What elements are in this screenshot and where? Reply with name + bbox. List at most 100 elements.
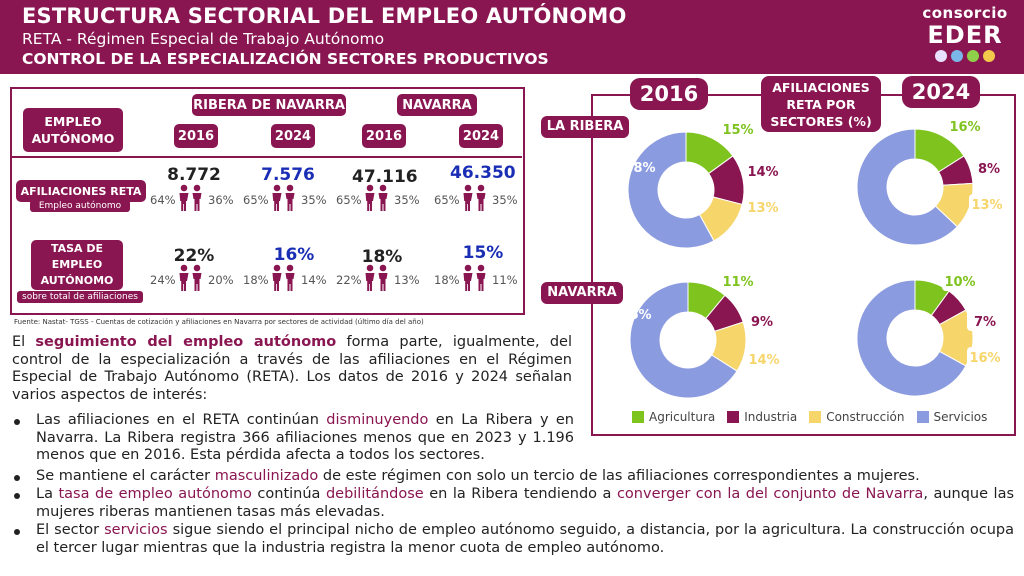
year-label-left: 2016 bbox=[630, 78, 708, 110]
legend-swatch bbox=[809, 411, 822, 423]
people-icon bbox=[364, 184, 390, 212]
row-sublabel: Empleo autónomo bbox=[30, 200, 130, 212]
people-icon bbox=[364, 264, 390, 292]
region-navarra-label: NAVARRA bbox=[397, 94, 477, 116]
bullet-highlight: debilitándose bbox=[325, 486, 424, 502]
bullet-text: en La Ribera y en Navarra. La Ribera reg… bbox=[36, 412, 574, 463]
value-cell: 22% bbox=[173, 246, 215, 266]
year-label-right: 2024 bbox=[902, 76, 980, 108]
logo-dot-icon bbox=[983, 50, 995, 62]
intro-text: El bbox=[12, 334, 36, 350]
page-title: ESTRUCTURA SECTORIAL DEL EMPLEO AUTÓNOMO bbox=[22, 4, 627, 28]
bullet-item: El sector servicios sigue siendo el prin… bbox=[14, 522, 1014, 557]
bullet-item: La tasa de empleo autónomo continúa debi… bbox=[14, 486, 1014, 521]
legend-label: Servicios bbox=[933, 410, 988, 424]
bullet-text: , aunque las mujeres riberas mantienen t… bbox=[36, 486, 1015, 520]
legend-item: Servicios bbox=[916, 410, 988, 424]
legend-swatch bbox=[727, 411, 740, 423]
bullet-text: Las afiliaciones en el RETA continúan bbox=[36, 412, 327, 428]
legend-label: Construcción bbox=[826, 410, 905, 424]
value-cell: 7.576 bbox=[261, 165, 315, 185]
source-note: Fuente: Nastat- TGSS - Cuentas de cotiza… bbox=[14, 318, 424, 326]
employment-table bbox=[10, 87, 525, 315]
logo-dots bbox=[910, 50, 1020, 62]
value-cell: 47.116 bbox=[352, 167, 418, 187]
people-icon bbox=[462, 184, 488, 212]
bullet-icon bbox=[14, 475, 20, 481]
bullet-text: La bbox=[36, 486, 59, 502]
legend-item: Construcción bbox=[809, 410, 905, 424]
header-band: ESTRUCTURA SECTORIAL DEL EMPLEO AUTÓNOMO… bbox=[0, 0, 1024, 74]
bullet-highlight: masculinizado bbox=[214, 468, 319, 484]
year-header: 2024 bbox=[271, 124, 315, 148]
logo-dot-icon bbox=[967, 50, 979, 62]
male-share: 65% bbox=[243, 193, 269, 207]
row-label-afiliaciones: AFILIACIONES RETA bbox=[16, 180, 146, 202]
female-share: 14% bbox=[301, 273, 327, 287]
legend-label: Agricultura bbox=[649, 410, 716, 424]
male-share: 18% bbox=[243, 273, 269, 287]
people-icon bbox=[178, 184, 204, 212]
table-separator bbox=[10, 156, 522, 158]
male-share: 65% bbox=[336, 193, 362, 207]
bullet-icon bbox=[14, 529, 20, 535]
bullet-item: Las afiliaciones en el RETA continúan di… bbox=[14, 412, 574, 465]
bullet-item: Se mantiene el carácter masculinizado de… bbox=[14, 468, 1014, 486]
legend-label: Industria bbox=[744, 410, 798, 424]
value-cell: 15% bbox=[462, 243, 504, 263]
female-share: 20% bbox=[208, 273, 234, 287]
male-share: 65% bbox=[434, 193, 460, 207]
value-cell: 8.772 bbox=[167, 165, 221, 185]
female-share: 36% bbox=[208, 193, 234, 207]
people-icon bbox=[462, 264, 488, 292]
bullet-highlight: servicios bbox=[104, 522, 168, 538]
bullet-highlight: disminuyendo bbox=[326, 412, 429, 428]
region-label-ribera: LA RIBERA bbox=[541, 116, 629, 138]
people-icon bbox=[178, 264, 204, 292]
eder-logo: consorcio EDER bbox=[910, 4, 1020, 70]
intro-highlight: seguimiento del empleo autónomo bbox=[35, 334, 337, 350]
female-share: 35% bbox=[492, 193, 518, 207]
region-label-navarra: NAVARRA bbox=[541, 282, 623, 304]
bullet-text: continúa bbox=[251, 486, 326, 502]
legend-swatch bbox=[916, 411, 929, 423]
value-cell: 46.350 bbox=[450, 163, 516, 183]
logo-dot-icon bbox=[951, 50, 963, 62]
legend-item: Agricultura bbox=[632, 410, 715, 424]
year-header: 2016 bbox=[174, 124, 218, 148]
bullet-text: de este régimen con solo un tercio de la… bbox=[318, 468, 920, 484]
chart-legend: Agricultura Industria Construcción Servi… bbox=[632, 410, 987, 424]
male-share: 18% bbox=[434, 273, 460, 287]
people-icon bbox=[271, 184, 297, 212]
bullet-icon bbox=[14, 493, 20, 499]
year-header: 2016 bbox=[362, 124, 406, 148]
page-subtitle: RETA - Régimen Especial de Trabajo Autón… bbox=[22, 30, 385, 48]
bullet-highlight: tasa de empleo autónomo bbox=[58, 486, 252, 502]
bullet-icon bbox=[14, 419, 20, 425]
region-ribera-label: RIBERA DE NAVARRA bbox=[192, 94, 346, 116]
female-share: 35% bbox=[301, 193, 327, 207]
logo-main-text: EDER bbox=[927, 21, 1003, 49]
legend-item: Industria bbox=[727, 410, 797, 424]
intro-paragraph: El seguimiento del empleo autónomo forma… bbox=[12, 334, 572, 404]
logo-dot-icon bbox=[935, 50, 947, 62]
male-share: 24% bbox=[150, 273, 176, 287]
male-share: 64% bbox=[150, 193, 176, 207]
bullet-highlight: converger con la del conjunto de Navarra bbox=[616, 486, 924, 502]
female-share: 35% bbox=[394, 193, 420, 207]
logo-top-text: consorcio bbox=[922, 4, 1008, 22]
year-header: 2024 bbox=[459, 124, 503, 148]
female-share: 11% bbox=[492, 273, 518, 287]
section-title: CONTROL DE LA ESPECIALIZACIÓN SECTORES P… bbox=[22, 50, 549, 68]
bullet-text: Se mantiene el carácter bbox=[36, 468, 215, 484]
bullet-text: sigue siendo el principal nicho de emple… bbox=[36, 522, 1014, 556]
bullet-text: El sector bbox=[36, 522, 105, 538]
row-sublabel: sobre total de afiliaciones bbox=[17, 291, 143, 303]
value-cell: 18% bbox=[361, 247, 403, 267]
intro-text: forma parte, igualmente, del control de … bbox=[12, 334, 572, 403]
people-icon bbox=[271, 264, 297, 292]
sector-charts-panel bbox=[591, 94, 1016, 436]
row-label-tasa: TASA DE EMPLEO AUTÓNOMO bbox=[31, 240, 123, 290]
female-share: 13% bbox=[394, 273, 420, 287]
chart-title: AFILIACIONES RETA POR SECTORES (%) bbox=[761, 76, 881, 132]
